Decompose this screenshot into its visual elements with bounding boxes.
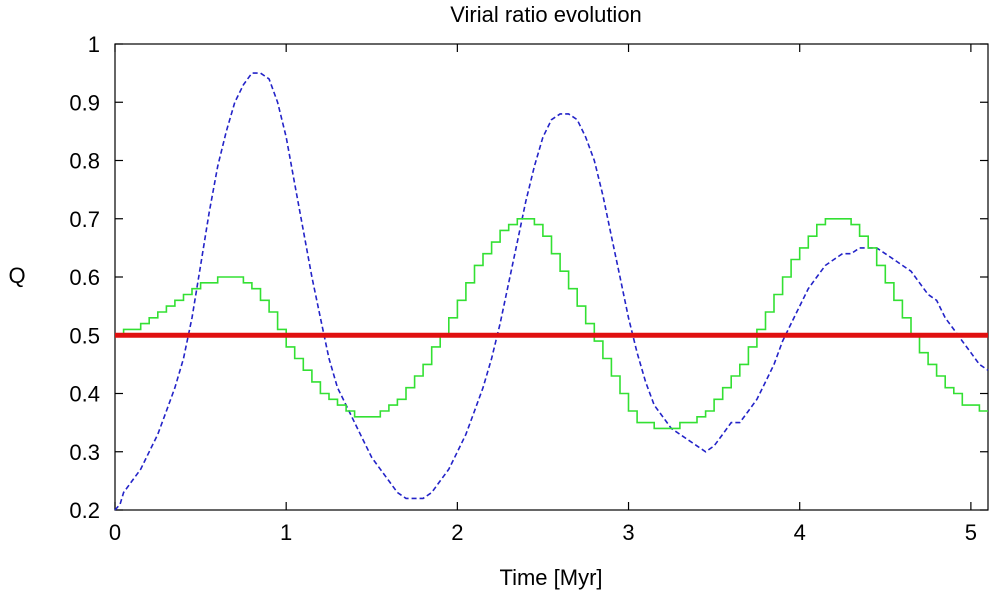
y-tick-label: 0.7 [69, 207, 100, 232]
plot-frame [114, 43, 989, 511]
y-tick-label: 0.6 [69, 265, 100, 290]
x-tick-label: 3 [622, 520, 634, 545]
chart-title: Virial ratio evolution [450, 2, 642, 27]
y-tick-label: 0.9 [69, 90, 100, 115]
y-tick-label: 0.5 [69, 323, 100, 348]
y-tick-label: 0.3 [69, 440, 100, 465]
y-tick-label: 0.2 [69, 498, 100, 523]
series-layer [114, 72, 989, 511]
x-axis-title: Time [Myr] [499, 565, 602, 590]
y-axis-title: Q [8, 263, 25, 288]
x-tick-label: 5 [965, 520, 977, 545]
x-tick-label: 4 [794, 520, 806, 545]
series-green-line [115, 218, 988, 430]
x-tick-label: 0 [109, 520, 121, 545]
x-tick-label: 2 [451, 520, 463, 545]
series-blue-dashed-line [114, 72, 989, 511]
axis-ticks: 0 1 2 3 4 5 0.2 0.3 0.4 0.5 0.6 0.7 0.8 0.9 1 [69, 32, 988, 545]
y-tick-label: 0.8 [69, 149, 100, 174]
y-tick-label: 0.4 [69, 382, 100, 407]
x-tick-label: 1 [280, 520, 292, 545]
y-tick-label: 1 [88, 32, 100, 57]
